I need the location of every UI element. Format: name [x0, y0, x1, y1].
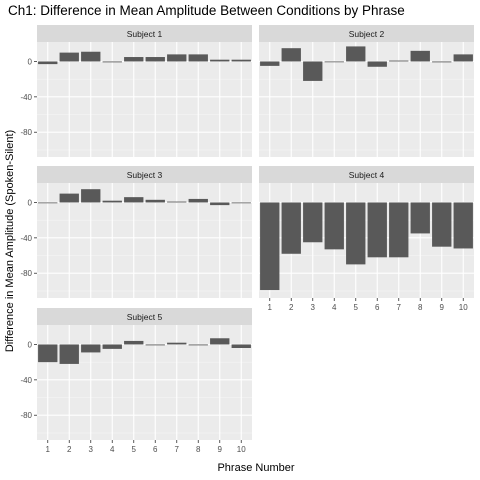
x-tick-label: 3: [311, 303, 316, 312]
y-tick-label: -80: [20, 269, 32, 278]
x-tick-label: 6: [153, 445, 158, 454]
y-tick-label: -40: [20, 376, 32, 385]
bar: [324, 61, 344, 63]
facet-panel: Subject 2: [259, 25, 474, 157]
bar: [453, 54, 473, 62]
x-tick-label: 3: [89, 445, 94, 454]
bar: [231, 202, 251, 204]
bar: [145, 199, 165, 203]
bar: [102, 344, 122, 349]
bar: [410, 50, 430, 62]
bar: [38, 202, 58, 204]
x-tick-label: 10: [459, 303, 468, 312]
bar: [188, 54, 208, 62]
bar: [145, 57, 165, 62]
chart-title: Ch1: Difference in Mean Amplitude Betwee…: [8, 3, 405, 18]
facet-panel: Subject 4 1 2 3 4 5 6 7 8 9 10: [259, 166, 474, 312]
bar: [367, 61, 387, 67]
bar: [188, 198, 208, 203]
x-tick-label: 5: [132, 445, 137, 454]
facet-strip-label: Subject 5: [127, 312, 163, 322]
bar: [145, 344, 165, 346]
bar: [124, 340, 144, 345]
bar: [432, 202, 452, 247]
bar: [81, 344, 101, 353]
x-tick-label: 7: [397, 303, 402, 312]
facet-strip-label: Subject 2: [349, 29, 385, 39]
bar: [231, 344, 251, 348]
y-tick-label: -80: [20, 128, 32, 137]
bar: [102, 61, 122, 63]
bar: [389, 202, 409, 258]
facet-panels: Subject 1 0 -40 -80 Subject 2 Subject 3 0 -40 -8…: [20, 25, 474, 454]
bar: [389, 60, 409, 62]
y-tick-label: -40: [20, 93, 32, 102]
bar: [346, 46, 366, 62]
bar: [102, 200, 122, 203]
facet-strip: [37, 308, 252, 325]
facet-strip: [259, 166, 474, 183]
bar: [81, 51, 101, 62]
bar: [210, 59, 230, 62]
x-tick-label: 1: [268, 303, 273, 312]
facet-panel: Subject 3 0 -40 -80: [20, 166, 252, 298]
bar: [38, 61, 58, 65]
bar: [260, 61, 280, 66]
bar: [303, 202, 323, 243]
x-tick-label: 7: [175, 445, 180, 454]
bar: [188, 344, 208, 346]
x-tick-label: 6: [375, 303, 380, 312]
facet-strip-label: Subject 1: [127, 29, 163, 39]
y-axis-title: Difference in Mean Amplitude (Spoken-Sil…: [4, 130, 16, 352]
x-tick-label: 5: [354, 303, 359, 312]
bar: [124, 57, 144, 62]
bar: [59, 344, 79, 364]
bar: [167, 201, 187, 203]
bar: [124, 197, 144, 203]
bar: [367, 202, 387, 258]
bar: [81, 189, 101, 203]
y-tick-label: 0: [28, 340, 33, 349]
y-tick-label: -80: [20, 411, 32, 420]
x-tick-label: 9: [440, 303, 445, 312]
facet-strip: [259, 25, 474, 42]
x-tick-label: 8: [418, 303, 423, 312]
facet-strip: [37, 25, 252, 42]
bar: [281, 48, 301, 62]
x-tick-label: 2: [289, 303, 294, 312]
facet-strip: [37, 166, 252, 183]
y-tick-label: 0: [28, 198, 33, 207]
x-tick-label: 9: [218, 445, 223, 454]
bar: [38, 344, 58, 363]
facet-panel: Subject 1 0 -40 -80: [20, 25, 252, 157]
bar: [210, 338, 230, 345]
bar: [346, 202, 366, 265]
facet-strip-label: Subject 3: [127, 170, 163, 180]
bar: [432, 61, 452, 63]
bar: [303, 61, 323, 81]
x-tick-label: 1: [46, 445, 51, 454]
bar: [410, 202, 430, 234]
x-tick-label: 10: [237, 445, 246, 454]
x-tick-label: 8: [196, 445, 201, 454]
y-tick-label: -40: [20, 234, 32, 243]
bar: [324, 202, 344, 250]
bar: [453, 202, 473, 249]
x-tick-label: 4: [110, 445, 115, 454]
bar: [59, 52, 79, 62]
x-tick-label: 4: [332, 303, 337, 312]
y-tick-label: 0: [28, 57, 33, 66]
bar: [167, 342, 187, 345]
bar: [59, 193, 79, 203]
facet-panel: Subject 5 0 -40 -80 1 2 3 4 5 6 7 8 9 10: [20, 308, 252, 454]
x-tick-label: 2: [67, 445, 72, 454]
bar: [260, 202, 280, 291]
x-axis-title: Phrase Number: [217, 462, 294, 474]
bar: [210, 202, 230, 206]
bar: [231, 59, 251, 62]
facet-strip-label: Subject 4: [349, 170, 385, 180]
bar: [167, 54, 187, 62]
bar: [281, 202, 301, 254]
